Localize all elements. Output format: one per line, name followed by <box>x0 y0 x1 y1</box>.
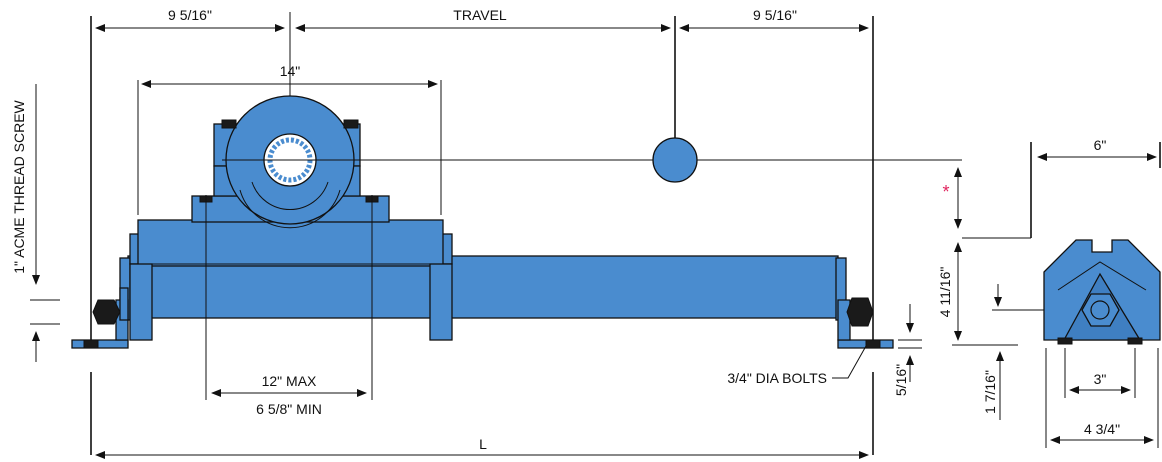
bolt-max-label: 12" MAX <box>262 373 317 389</box>
side-bolt-right <box>1127 337 1143 345</box>
foot-thickness-label: 5/16" <box>893 364 909 396</box>
right-foot-web <box>837 299 851 341</box>
screw-label: 1" ACME THREAD SCREW <box>11 99 27 273</box>
side-view: * 6" 3" 4 3/4" 4 11/16" 1 7/16" <box>937 137 1161 448</box>
asterisk-label: * <box>942 182 949 202</box>
carriage-left-leg <box>129 263 153 341</box>
left-nut-washer <box>119 287 129 321</box>
side-bolt-left <box>1057 337 1073 345</box>
side-v-groove <box>1057 261 1147 291</box>
right-bolt-head <box>865 339 881 349</box>
front-view: 9 5/16" TRAVEL 9 5/16" 14" 12" MAX 6 5/8… <box>11 7 962 459</box>
side-width-label: 6" <box>1094 137 1107 153</box>
side-bolt-spacing-label: 3" <box>1094 371 1107 387</box>
base-width-label: 4 3/4" <box>1084 421 1120 437</box>
left-foot <box>71 339 129 349</box>
bolts-label: 3/4" DIA BOLTS <box>727 370 827 386</box>
housing-arc-1 <box>239 189 341 229</box>
base-height-label: 1 7/16" <box>982 370 998 414</box>
travel-label: TRAVEL <box>453 7 507 23</box>
housing-arc-2 <box>251 181 329 211</box>
right-nut <box>846 297 874 327</box>
left-end-label: 9 5/16" <box>168 7 212 23</box>
right-end-label: 9 5/16" <box>753 7 797 23</box>
left-bolt-head <box>83 339 99 349</box>
cap-bolt-right <box>343 119 359 129</box>
block-length-label: 14" <box>280 63 301 79</box>
height-label: 4 11/16" <box>937 267 953 318</box>
overall-length-label: L <box>479 436 487 452</box>
side-screw-icon <box>1090 300 1110 320</box>
screw-end <box>652 137 698 183</box>
bolts-leader <box>832 345 867 379</box>
carriage-top-plate <box>137 219 444 267</box>
carriage-right-leg <box>429 263 453 341</box>
bolt-min-label: 6 5/8" MIN <box>256 401 322 417</box>
cap-bolt-left <box>221 119 237 129</box>
left-nut <box>92 299 121 325</box>
